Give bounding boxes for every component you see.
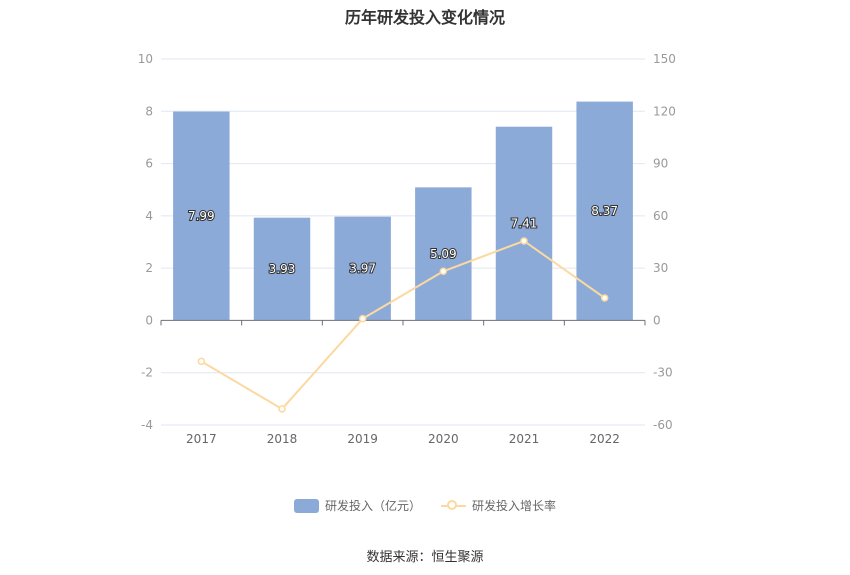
bar-data-label: 8.37: [591, 204, 618, 218]
bar: [173, 111, 230, 321]
x-tick-label: 2017: [186, 432, 217, 446]
y-left-tick-label: -4: [141, 418, 153, 432]
bar: [495, 126, 553, 321]
y-right-tick-label: 30: [653, 261, 668, 275]
x-tick-label: 2020: [428, 432, 459, 446]
x-tick-label: 2021: [509, 432, 540, 446]
y-right-tick-label: 0: [653, 313, 661, 327]
y-left-tick-label: 8: [145, 104, 153, 118]
y-left-tick-label: 2: [145, 261, 153, 275]
legend-line-label: 研发投入增长率: [472, 499, 557, 513]
bar-data-label: 7.99: [188, 209, 215, 223]
x-tick-label: 2018: [267, 432, 298, 446]
y-left-tick-label: 0: [145, 313, 153, 327]
legend: 研发投入（亿元） 研发投入增长率: [0, 497, 850, 514]
legend-line-swatch: [441, 499, 466, 513]
growth-line: [200, 239, 606, 411]
x-tick-label: 2022: [589, 432, 620, 446]
bar-data-label: 3.93: [269, 262, 296, 276]
y-right-tick-label: 90: [653, 157, 668, 171]
growth-point: [197, 357, 206, 366]
bar-data-label: 3.97: [349, 262, 376, 276]
growth-point: [439, 267, 448, 276]
growth-point: [520, 237, 528, 245]
legend-bar-label: 研发投入（亿元）: [324, 499, 421, 513]
y-right-tick-label: 60: [653, 209, 668, 223]
source-note: 数据来源：恒生聚源: [366, 550, 484, 565]
legend-item-bar[interactable]: 研发投入（亿元）: [293, 497, 421, 514]
y-right-tick-label: -60: [653, 418, 673, 432]
legend-item-line[interactable]: 研发投入增长率: [441, 497, 556, 514]
bar-data-label: 7.41: [511, 217, 538, 231]
legend-bar-swatch: [293, 498, 319, 513]
bar: [415, 187, 472, 321]
chart-title: 历年研发投入变化情况: [344, 8, 505, 27]
y-right-tick-label: 120: [653, 104, 676, 118]
y-left-tick-label: -2: [141, 366, 153, 380]
bar-data-label: 5.09: [430, 247, 457, 261]
growth-point: [358, 314, 367, 323]
growth-point: [278, 405, 286, 413]
x-tick-label: 2019: [347, 432, 378, 446]
y-left-tick-label: 10: [138, 52, 153, 66]
growth-point: [600, 294, 609, 302]
y-right-tick-label: -30: [653, 366, 673, 380]
y-right-tick-label: 150: [653, 52, 676, 66]
y-left-tick-label: 6: [145, 157, 153, 171]
y-left-tick-label: 4: [145, 209, 153, 223]
bar: [334, 216, 391, 321]
bar: [253, 217, 311, 321]
